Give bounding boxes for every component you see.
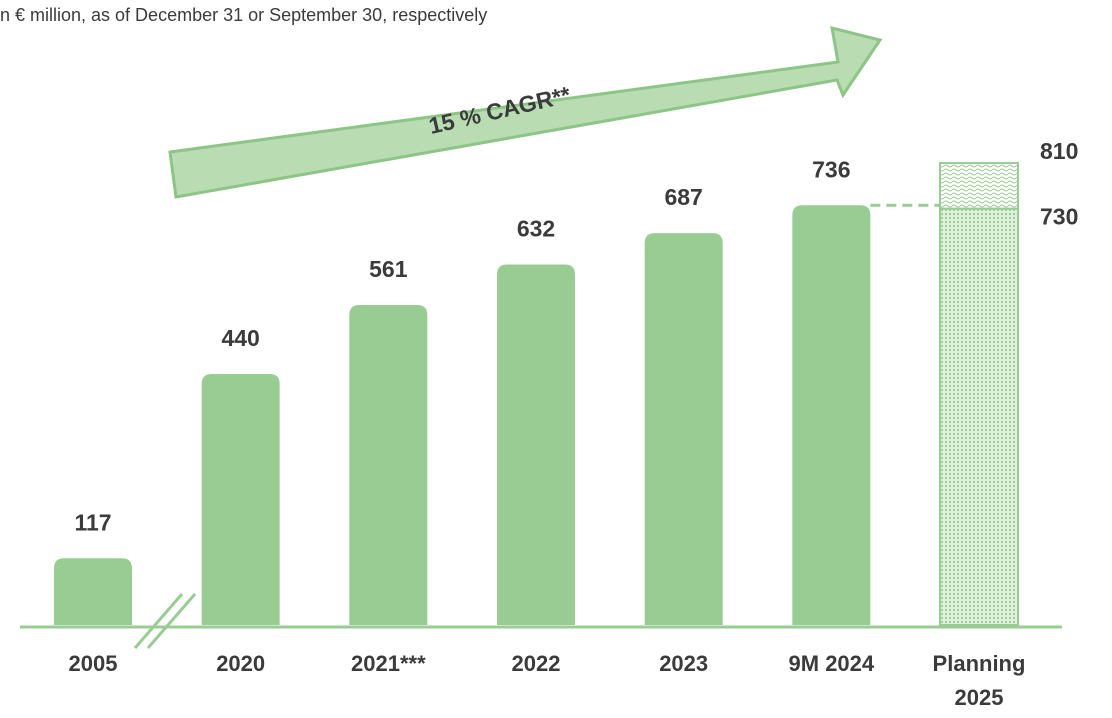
bar bbox=[792, 205, 871, 626]
value-label: 632 bbox=[517, 216, 555, 242]
x-tick-label: 2020 bbox=[216, 651, 265, 676]
planning-low-bar bbox=[939, 207, 1019, 626]
x-tick-label: 2023 bbox=[659, 651, 708, 676]
growth-arrow bbox=[168, 25, 883, 199]
value-label: 440 bbox=[221, 325, 259, 351]
bar bbox=[201, 374, 280, 625]
value-label: 810 bbox=[1040, 138, 1078, 164]
bar bbox=[349, 305, 428, 625]
x-tick-label: 2021*** bbox=[351, 651, 426, 676]
axis-break bbox=[146, 593, 197, 649]
value-label: 736 bbox=[812, 156, 850, 182]
x-tick-label: Planning 2025 bbox=[933, 651, 1026, 710]
value-label: 687 bbox=[664, 184, 702, 210]
value-label: 730 bbox=[1040, 204, 1078, 230]
bar bbox=[497, 264, 575, 625]
value-label: 117 bbox=[74, 509, 111, 535]
planning-range bbox=[939, 162, 1019, 210]
bar bbox=[644, 233, 723, 625]
x-tick-label: 2022 bbox=[512, 651, 561, 676]
subtitle: n € million, as of December 31 or Septem… bbox=[0, 5, 487, 25]
bar bbox=[54, 558, 132, 625]
value-label: 561 bbox=[369, 256, 408, 282]
axis-break bbox=[133, 593, 184, 649]
x-tick-label: 9M 2024 bbox=[789, 651, 875, 676]
x-tick-label: 2005 bbox=[69, 651, 118, 676]
